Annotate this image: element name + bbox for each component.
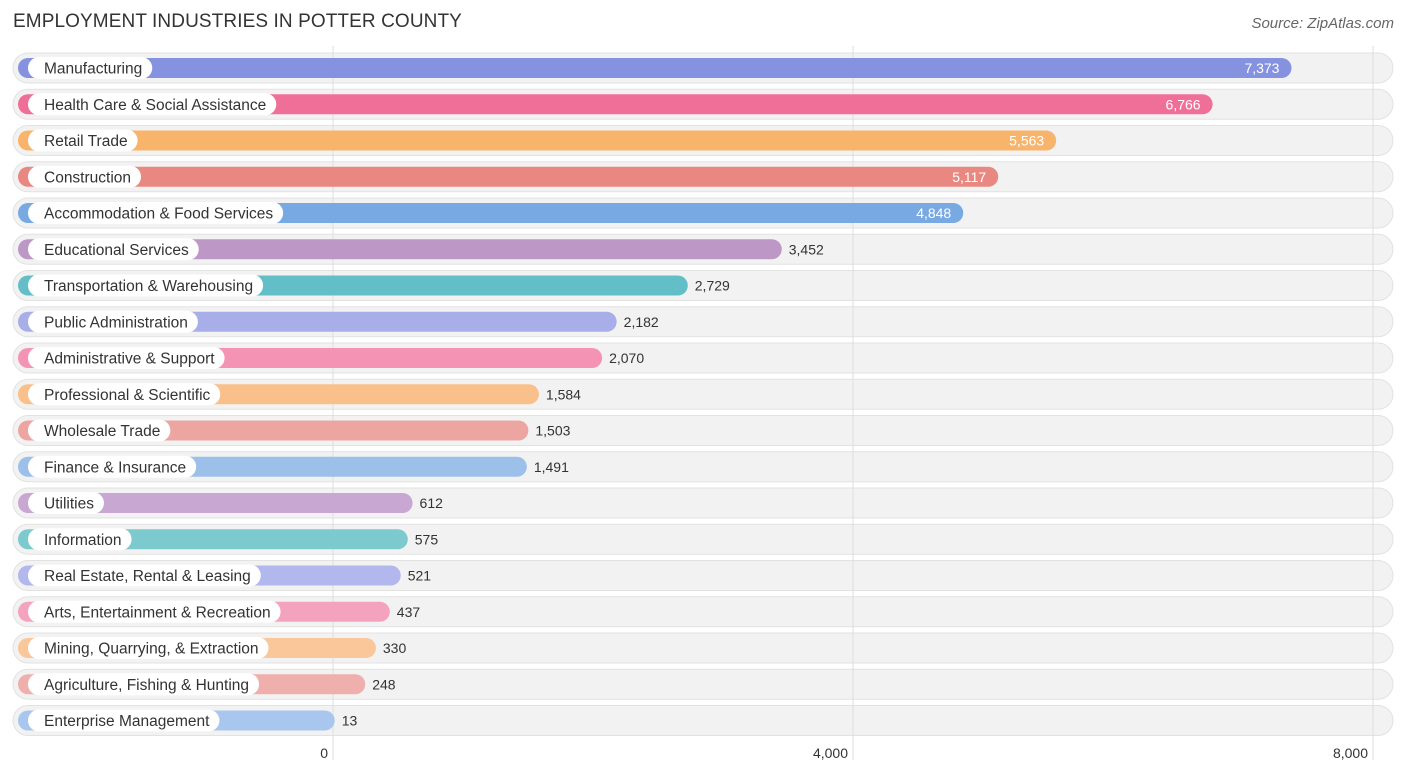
category-label: Arts, Entertainment & Recreation bbox=[44, 604, 271, 621]
bar bbox=[18, 493, 413, 513]
category-label-bg bbox=[28, 57, 153, 79]
bar bbox=[18, 166, 999, 187]
bar bbox=[18, 58, 1292, 78]
category-label: Agriculture, Fishing & Hunting bbox=[44, 677, 249, 694]
value-label: 521 bbox=[408, 568, 432, 584]
value-label: 330 bbox=[383, 640, 407, 656]
value-label: 7,373 bbox=[1244, 60, 1279, 76]
value-label: 248 bbox=[372, 676, 396, 692]
category-label: Information bbox=[44, 532, 122, 549]
category-label-bg bbox=[28, 455, 197, 478]
category-label: Real Estate, Rental & Leasing bbox=[44, 568, 251, 585]
category-label-bg bbox=[28, 528, 132, 551]
category-label-bg bbox=[28, 274, 264, 297]
value-label: 13 bbox=[342, 713, 358, 729]
category-label-bg bbox=[28, 637, 269, 659]
value-label: 2,182 bbox=[624, 314, 659, 330]
value-label: 4,848 bbox=[916, 205, 951, 221]
bar bbox=[18, 94, 1213, 115]
value-label: 2,729 bbox=[695, 278, 730, 294]
category-label-bg bbox=[28, 383, 221, 406]
category-label: Mining, Quarrying, & Extraction bbox=[44, 641, 259, 658]
bar bbox=[18, 239, 782, 260]
category-label: Transportation & Warehousing bbox=[44, 278, 253, 295]
category-label: Finance & Insurance bbox=[44, 459, 186, 476]
category-label: Manufacturing bbox=[44, 61, 142, 78]
category-label: Educational Services bbox=[44, 242, 189, 259]
category-label: Enterprise Management bbox=[44, 713, 210, 730]
category-label: Retail Trade bbox=[44, 133, 128, 150]
category-label-bg bbox=[28, 93, 277, 116]
value-label: 1,584 bbox=[546, 386, 581, 402]
value-label: 5,117 bbox=[952, 169, 986, 185]
category-label-bg bbox=[28, 347, 225, 369]
category-label-bg bbox=[28, 165, 142, 188]
value-label: 612 bbox=[420, 495, 444, 511]
value-label: 3,452 bbox=[789, 241, 824, 257]
x-tick-label: 8,000 bbox=[1333, 745, 1368, 761]
category-label-bg bbox=[28, 600, 281, 623]
x-tick-label: 4,000 bbox=[813, 745, 848, 761]
category-label: Professional & Scientific bbox=[44, 387, 211, 404]
category-label: Health Care & Social Assistance bbox=[44, 97, 266, 114]
bar-track bbox=[12, 705, 1394, 736]
chart-title: EMPLOYMENT INDUSTRIES IN POTTER COUNTY bbox=[13, 11, 462, 32]
category-label-bg bbox=[28, 202, 284, 224]
category-label: Construction bbox=[44, 169, 131, 186]
x-tick-label: 0 bbox=[320, 745, 328, 761]
value-label: 6,766 bbox=[1166, 96, 1201, 112]
category-label-bg bbox=[28, 419, 171, 442]
category-label-bg bbox=[28, 310, 198, 333]
category-label-bg bbox=[28, 129, 138, 152]
category-label-bg bbox=[28, 492, 104, 514]
category-label-bg bbox=[28, 564, 261, 587]
category-label: Administrative & Support bbox=[44, 351, 215, 368]
category-label: Wholesale Trade bbox=[44, 423, 160, 440]
value-label: 575 bbox=[415, 531, 439, 547]
category-label-bg bbox=[28, 673, 260, 696]
bar bbox=[18, 130, 1057, 151]
value-label: 5,563 bbox=[1009, 133, 1044, 149]
category-label-bg bbox=[28, 238, 199, 261]
value-label: 1,503 bbox=[535, 423, 570, 439]
value-label: 2,070 bbox=[609, 350, 644, 366]
category-label: Utilities bbox=[44, 496, 94, 513]
value-label: 1,491 bbox=[534, 459, 569, 475]
chart-source: Source: ZipAtlas.com bbox=[1251, 15, 1394, 32]
category-label: Accommodation & Food Services bbox=[44, 206, 273, 223]
value-label: 437 bbox=[397, 604, 421, 620]
category-label-bg bbox=[28, 709, 220, 732]
category-label: Public Administration bbox=[44, 314, 188, 331]
